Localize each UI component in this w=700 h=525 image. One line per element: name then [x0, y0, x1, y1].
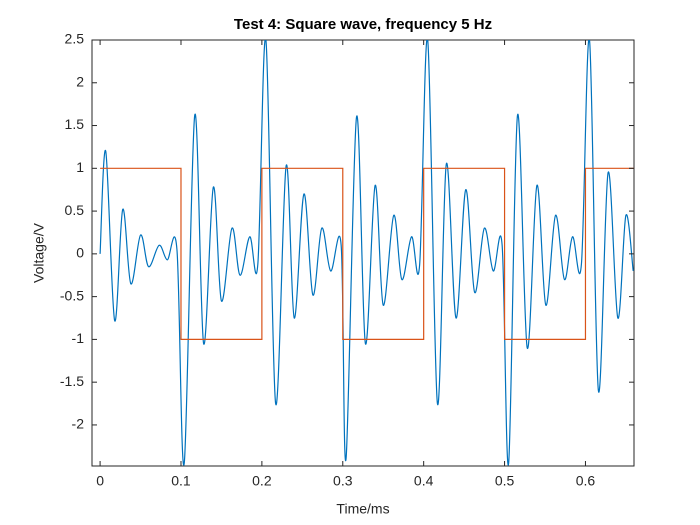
y-tick-label: 1.5 [65, 116, 85, 132]
series-line [100, 167, 634, 340]
y-tick-label: 0 [76, 245, 84, 261]
x-tick-label: 0.4 [414, 473, 434, 489]
y-tick-label: 0.5 [65, 202, 85, 218]
plot-area [91, 39, 635, 467]
y-tick-label: 1 [76, 159, 84, 175]
y-tick-label: 2 [76, 73, 84, 89]
x-axis-label: Time/ms [336, 501, 389, 517]
x-tick-label: 0 [96, 473, 104, 489]
lines [99, 40, 634, 466]
x-tick-label: 0.1 [171, 473, 191, 489]
y-tick-label: -1 [72, 330, 85, 346]
y-tick-label: 2.5 [65, 31, 85, 47]
x-tick-label: 0.2 [252, 473, 272, 489]
y-axis-label: Voltage/V [31, 222, 47, 283]
y-tick-label: -0.5 [60, 287, 84, 303]
x-tick-label: 0.6 [576, 473, 596, 489]
x-tick-label: 0.5 [495, 473, 515, 489]
y-tick-label: -2 [72, 416, 85, 432]
x-tick-label: 0.3 [333, 473, 353, 489]
y-tick-label: -1.5 [60, 373, 84, 389]
series-line [99, 40, 634, 466]
chart-title: Test 4: Square wave, frequency 5 Hz [234, 16, 492, 33]
